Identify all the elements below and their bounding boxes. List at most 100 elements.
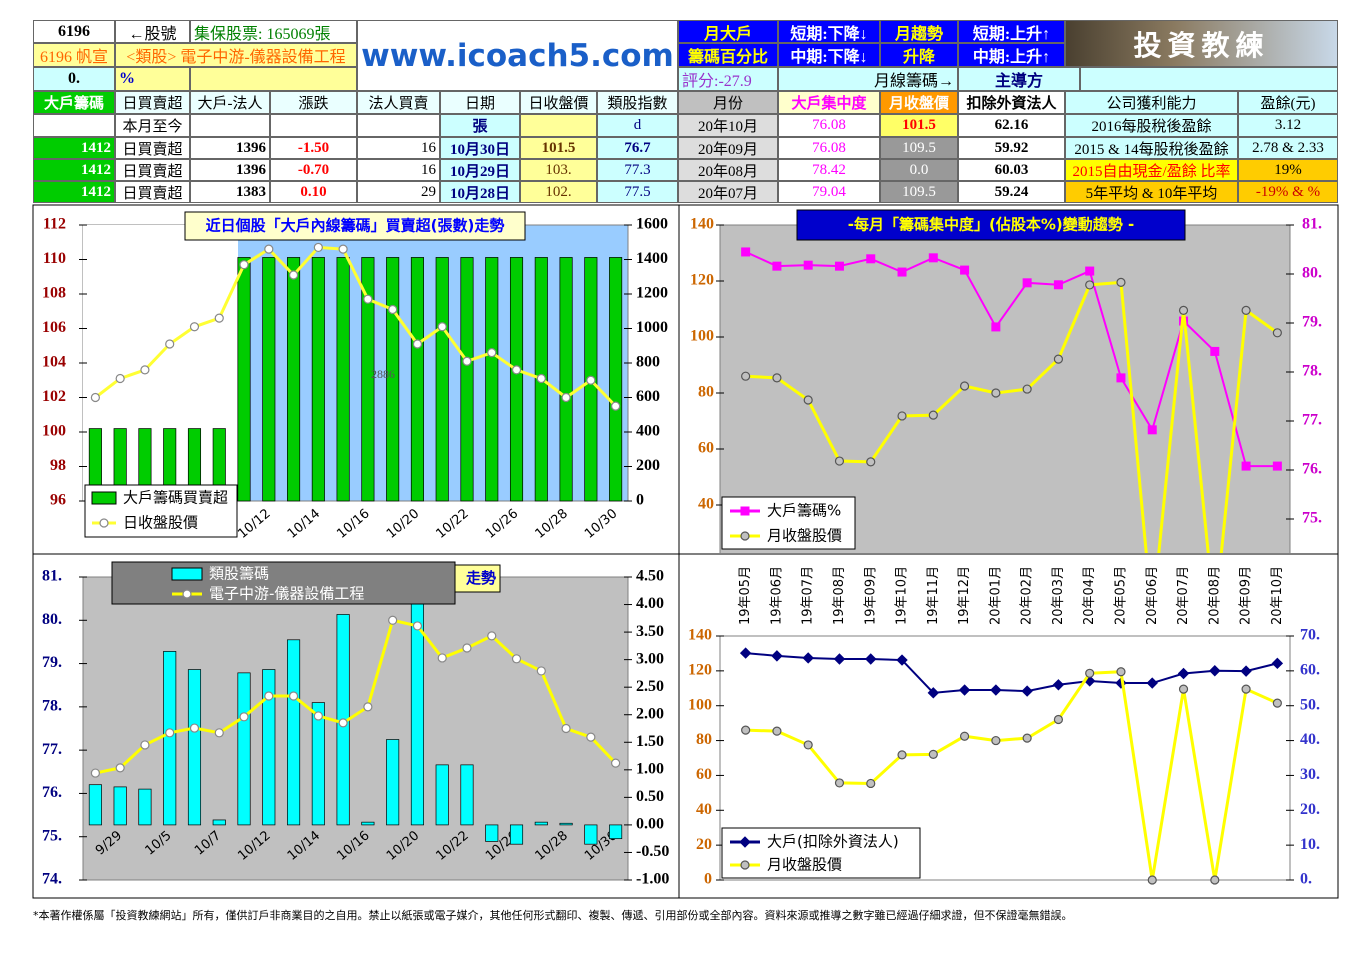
tick-label: 50.	[1300, 696, 1320, 713]
point	[1147, 425, 1157, 435]
point	[1053, 714, 1064, 725]
tick-label: 60.	[1300, 662, 1320, 679]
table-cell: 日期	[440, 91, 520, 114]
point	[739, 647, 752, 659]
x-tick-label: 19年06月	[769, 566, 784, 625]
tick-label: 120	[688, 662, 712, 679]
table-cell: 20年09月	[678, 137, 778, 159]
table-cell: 籌碼百分比	[678, 43, 778, 67]
point	[561, 392, 571, 403]
site-logo: www.icoach5.com	[357, 20, 678, 91]
x-tick-label: 20年07月	[1176, 566, 1191, 625]
point	[611, 401, 621, 411]
point	[1116, 373, 1126, 383]
table-cell	[190, 67, 357, 91]
point	[1147, 875, 1157, 885]
table-cell: 1396	[190, 159, 270, 181]
bar	[509, 257, 524, 502]
tick-label: 40.	[1300, 731, 1320, 748]
point	[239, 260, 249, 270]
point	[1210, 875, 1220, 885]
table-cell: <類股> 電子中游-儀器設備工程	[115, 43, 357, 67]
point	[388, 304, 398, 315]
tick-label: 75.	[1302, 510, 1322, 527]
plot-shade	[83, 225, 238, 501]
point	[1272, 698, 1282, 708]
point	[1272, 328, 1282, 338]
bar	[361, 821, 375, 826]
point	[1022, 733, 1032, 743]
point	[90, 768, 100, 778]
point	[960, 265, 970, 275]
table-cell: 升降	[880, 43, 958, 67]
point	[834, 778, 845, 788]
table-cell: 主導方	[958, 67, 1080, 91]
bar	[262, 669, 276, 826]
table-cell: 日買賣超	[115, 181, 190, 203]
bar	[113, 786, 127, 826]
tick-label: 79.	[42, 654, 62, 671]
point	[991, 388, 1001, 398]
x-tick-label: 19年11月	[926, 566, 941, 625]
point	[1177, 667, 1190, 680]
point	[897, 267, 907, 277]
table-cell: 1412	[33, 137, 115, 159]
point	[866, 254, 876, 264]
table-cell: 10月28日	[440, 181, 520, 203]
tick-label: 79.	[1302, 314, 1322, 331]
tick-label: 4.00	[636, 595, 664, 612]
bar	[584, 824, 598, 845]
table-cell: 109.5	[880, 181, 958, 203]
table-cell: 16	[357, 137, 440, 159]
point	[462, 356, 472, 366]
tick-label: 0	[704, 871, 712, 888]
table-cell: %	[115, 67, 190, 91]
tick-label: 77.	[42, 741, 62, 758]
point	[313, 711, 323, 721]
bar	[237, 257, 251, 502]
point	[991, 322, 1001, 332]
point	[1240, 665, 1252, 677]
tick-label: 3.50	[636, 623, 664, 640]
point	[165, 339, 175, 349]
tick-label: 40	[698, 496, 714, 513]
bar	[485, 257, 499, 502]
table-cell: 6196	[33, 20, 115, 43]
point	[189, 723, 200, 733]
tick-label: 800	[636, 354, 660, 371]
table-cell: 漲跌	[270, 91, 357, 114]
tick-label: 106	[42, 319, 66, 336]
tick-label: 0.	[1300, 871, 1312, 888]
x-tick-label: 10/16	[334, 506, 372, 542]
table-cell: -19% & %	[1238, 181, 1338, 203]
point	[928, 749, 938, 759]
x-tick-label: 20年02月	[1020, 566, 1035, 625]
tick-label: 78.	[1302, 363, 1322, 380]
table-cell: 中期:下降↓	[778, 43, 880, 67]
table-cell: 日收盤價	[520, 91, 597, 114]
x-tick-label: 20年09月	[1239, 566, 1254, 625]
tick-label: 80	[696, 731, 712, 748]
table-cell: 0.	[33, 67, 115, 91]
bar	[163, 651, 177, 826]
table-cell: 20年08月	[678, 159, 778, 181]
bar	[460, 257, 474, 502]
point	[866, 778, 876, 789]
tick-label: 120	[690, 272, 714, 289]
table-cell: 集保股票: 165069張	[190, 20, 357, 43]
table-fill	[1080, 67, 1338, 91]
legend-marker	[740, 860, 750, 870]
point	[363, 294, 373, 304]
bar	[460, 764, 474, 826]
tick-label: 1.50	[636, 733, 664, 750]
chart-title: 走勢	[466, 569, 496, 587]
point	[741, 371, 751, 381]
table-cell: 月份	[678, 91, 778, 114]
table-cell: 59.24	[958, 181, 1065, 203]
legend-label: 電子中游-儀器設備工程	[209, 585, 364, 603]
table-cell: 類股指數	[597, 91, 678, 114]
table-cell: 月線籌碼→	[778, 67, 958, 91]
table-cell: 60.03	[958, 159, 1065, 181]
x-tick-label: 20年06月	[1145, 566, 1160, 625]
table-cell	[33, 114, 115, 137]
